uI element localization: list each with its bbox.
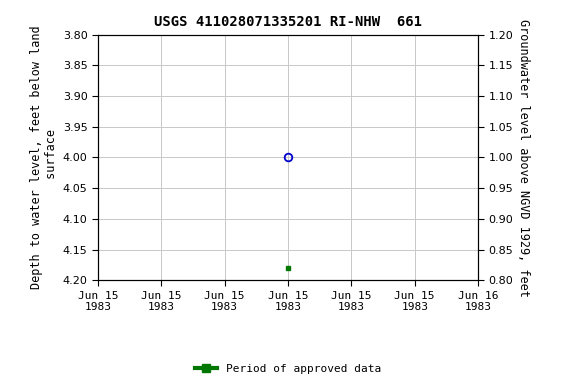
Title: USGS 411028071335201 RI-NHW  661: USGS 411028071335201 RI-NHW 661 [154, 15, 422, 29]
Y-axis label: Groundwater level above NGVD 1929, feet: Groundwater level above NGVD 1929, feet [517, 18, 530, 296]
Legend: Period of approved data: Period of approved data [191, 359, 385, 378]
Y-axis label: Depth to water level, feet below land
 surface: Depth to water level, feet below land su… [31, 26, 58, 289]
